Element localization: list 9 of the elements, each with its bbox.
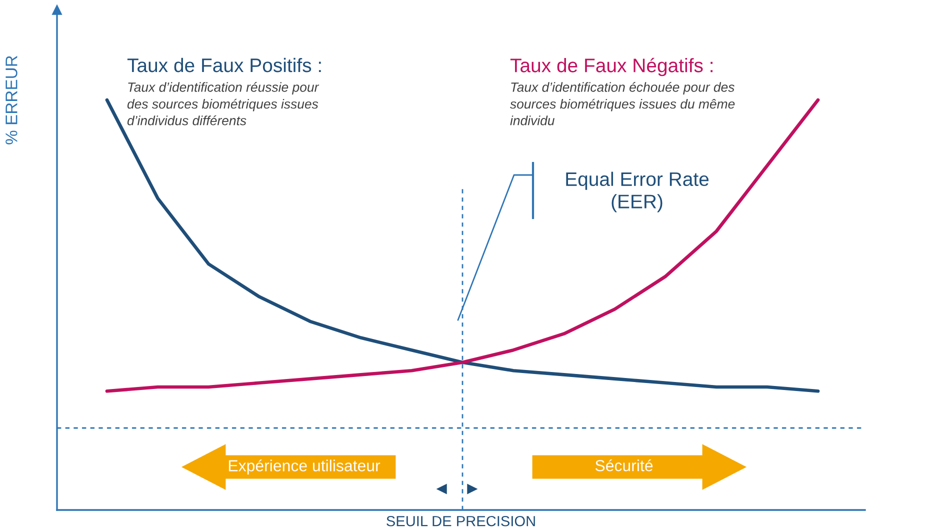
annotation: Taux d’identification réussie pour des sources biométriques issues d’individus différents — [127, 82, 320, 126]
series-label: Taux de Faux Positifs : — [127, 58, 321, 72]
annotation: Equal Error Rate (EER) — [566, 172, 709, 212]
y-axis-title: % ERREUR — [6, 56, 18, 144]
annotation: Sécurité — [595, 459, 653, 472]
annotation: Taux d’identification échouée pour des sources biométriques issues du même individu — [510, 82, 735, 126]
x-axis-title: SEUIL DE PRECISION — [386, 516, 535, 526]
annotation: Expérience utilisateur — [228, 459, 380, 475]
text: Taux de Faux Négatifs : — [510, 58, 712, 76]
